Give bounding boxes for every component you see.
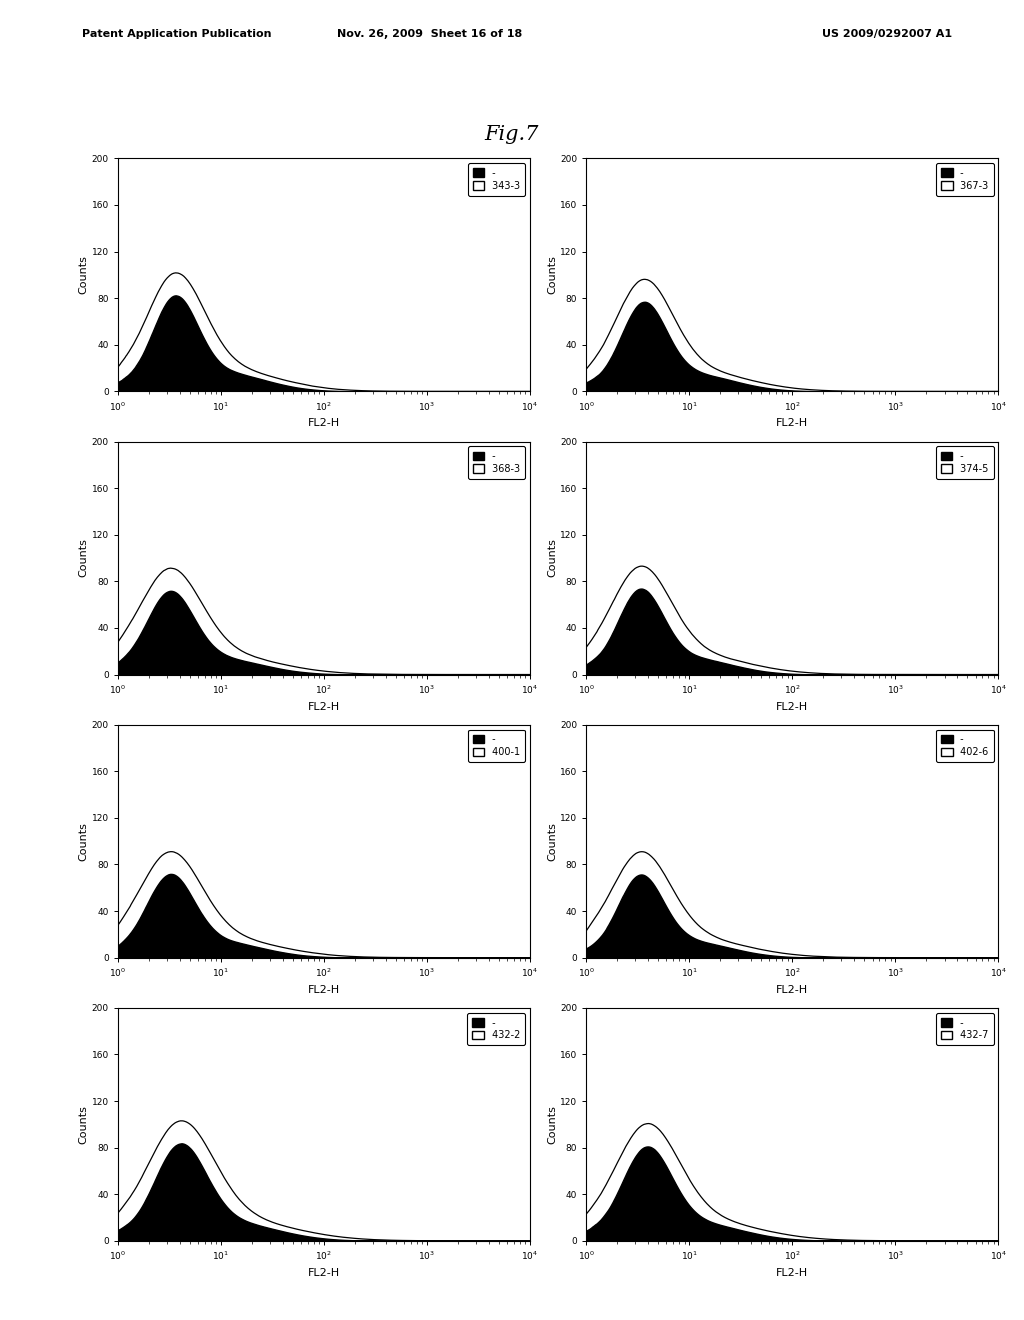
Legend:  -,  374-5: -, 374-5 — [936, 446, 993, 479]
Y-axis label: Counts: Counts — [79, 256, 89, 294]
Legend:  -,  343-3: -, 343-3 — [468, 164, 525, 195]
Text: Patent Application Publication: Patent Application Publication — [82, 29, 271, 40]
X-axis label: FL2-H: FL2-H — [308, 1267, 340, 1278]
Y-axis label: Counts: Counts — [547, 256, 557, 294]
Legend:  -,  432-7: -, 432-7 — [936, 1012, 993, 1045]
Legend:  -,  402-6: -, 402-6 — [936, 730, 993, 762]
Legend:  -,  432-2: -, 432-2 — [467, 1012, 525, 1045]
Y-axis label: Counts: Counts — [547, 1105, 557, 1143]
Y-axis label: Counts: Counts — [79, 822, 89, 861]
X-axis label: FL2-H: FL2-H — [776, 985, 808, 995]
X-axis label: FL2-H: FL2-H — [308, 418, 340, 429]
Y-axis label: Counts: Counts — [547, 822, 557, 861]
Y-axis label: Counts: Counts — [547, 539, 557, 577]
Y-axis label: Counts: Counts — [79, 1105, 89, 1143]
Text: Fig.7: Fig.7 — [484, 125, 540, 144]
Legend:  -,  367-3: -, 367-3 — [936, 164, 993, 195]
Legend:  -,  368-3: -, 368-3 — [468, 446, 525, 479]
X-axis label: FL2-H: FL2-H — [308, 985, 340, 995]
X-axis label: FL2-H: FL2-H — [308, 701, 340, 711]
X-axis label: FL2-H: FL2-H — [776, 701, 808, 711]
Y-axis label: Counts: Counts — [79, 539, 89, 577]
Legend:  -,  400-1: -, 400-1 — [468, 730, 525, 762]
Text: Nov. 26, 2009  Sheet 16 of 18: Nov. 26, 2009 Sheet 16 of 18 — [338, 29, 522, 40]
X-axis label: FL2-H: FL2-H — [776, 1267, 808, 1278]
X-axis label: FL2-H: FL2-H — [776, 418, 808, 429]
Text: US 2009/0292007 A1: US 2009/0292007 A1 — [822, 29, 952, 40]
